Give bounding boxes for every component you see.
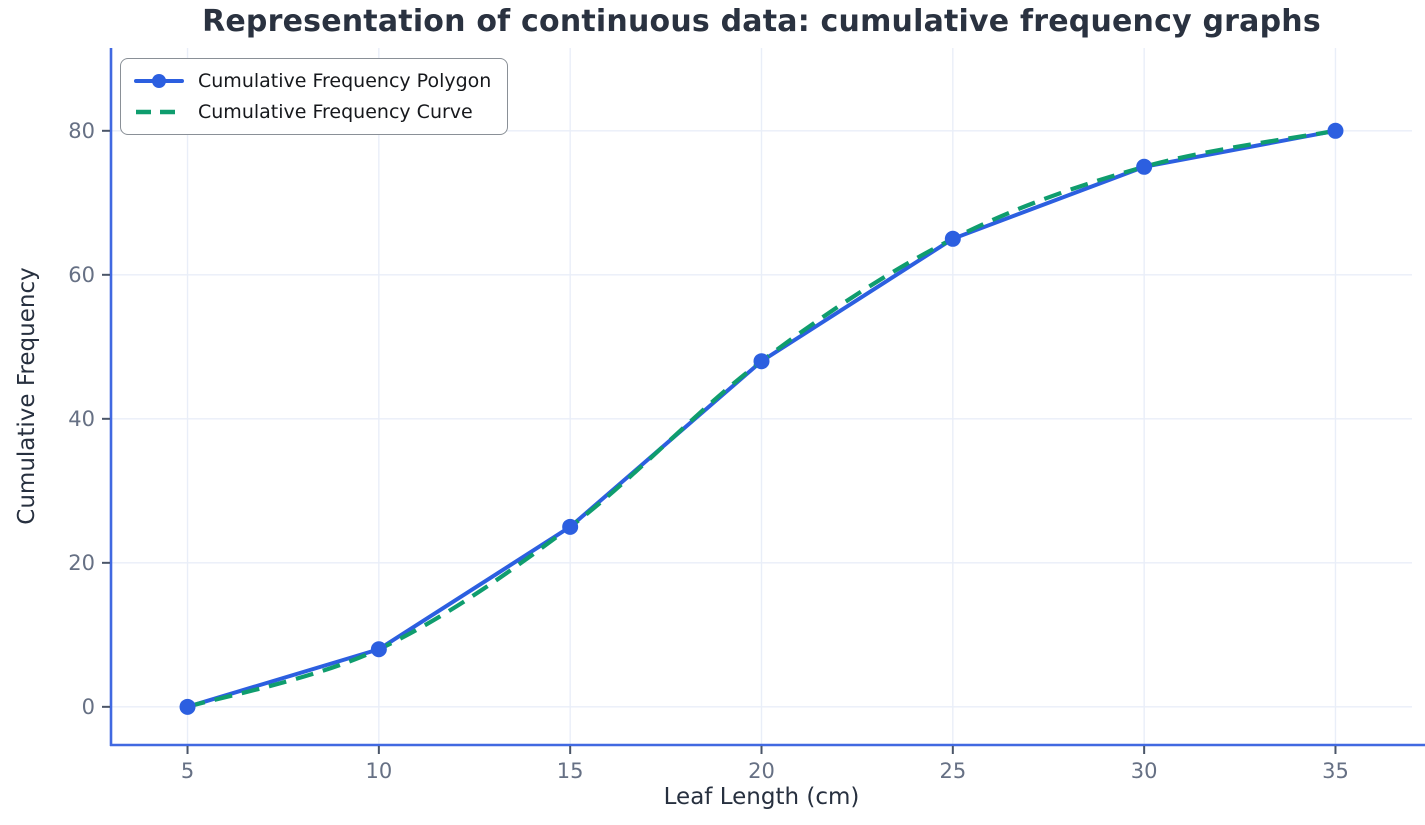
legend-swatch-curve-icon xyxy=(136,109,182,115)
x-tick-label: 30 xyxy=(1131,759,1158,783)
y-tick-label: 40 xyxy=(68,407,95,431)
y-tick-label: 0 xyxy=(82,695,95,719)
y-axis-label: Cumulative Frequency xyxy=(14,267,40,525)
y-tick-label: 80 xyxy=(68,119,95,143)
x-tick-label: 10 xyxy=(365,759,392,783)
y-tick-label: 20 xyxy=(68,551,95,575)
data-point-marker xyxy=(753,353,770,370)
legend-label-curve: Cumulative Frequency Curve xyxy=(198,101,473,123)
data-point-marker xyxy=(370,641,387,658)
x-tick-label: 25 xyxy=(939,759,966,783)
legend-item-curve: Cumulative Frequency Curve xyxy=(133,99,491,125)
data-point-marker xyxy=(562,518,579,535)
legend-item-polygon: Cumulative Frequency Polygon xyxy=(133,68,491,94)
data-point-marker xyxy=(1136,158,1153,175)
legend-label-polygon: Cumulative Frequency Polygon xyxy=(198,70,492,92)
legend-swatch-polygon-icon xyxy=(134,74,184,88)
x-axis-label: Leaf Length (cm) xyxy=(663,784,860,810)
x-tick-label: 5 xyxy=(181,759,194,783)
y-tick-label: 60 xyxy=(68,263,95,287)
data-point-marker xyxy=(944,230,961,247)
x-tick-label: 20 xyxy=(748,759,775,783)
legend-marker-dot xyxy=(152,74,166,88)
x-tick-label: 15 xyxy=(557,759,584,783)
data-point-marker xyxy=(1327,122,1344,139)
data-point-marker xyxy=(179,698,196,715)
legend: Cumulative Frequency Polygon Cumulative … xyxy=(120,58,509,135)
x-tick-label: 35 xyxy=(1322,759,1349,783)
chart-title: Representation of continuous data: cumul… xyxy=(202,4,1321,39)
